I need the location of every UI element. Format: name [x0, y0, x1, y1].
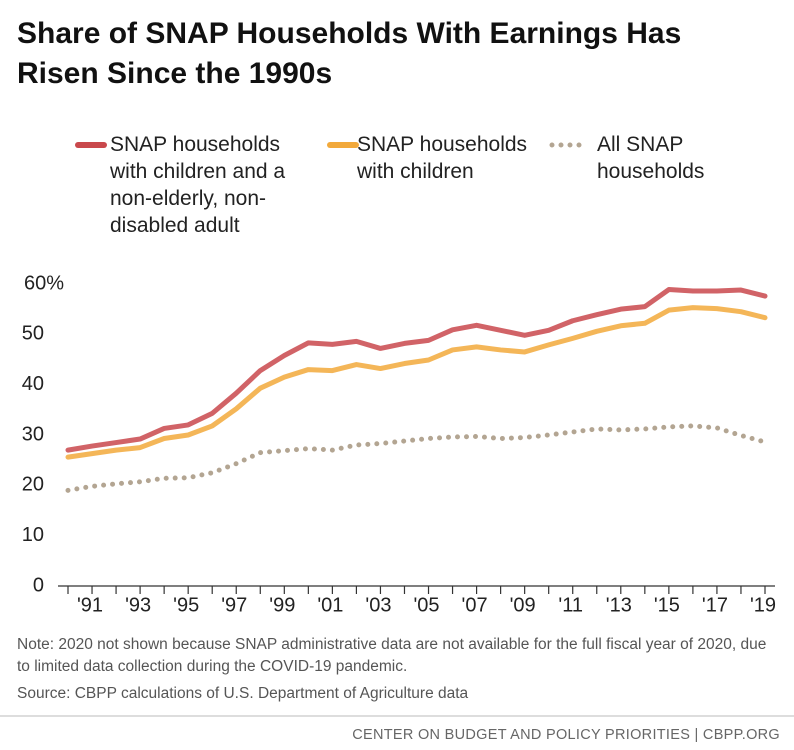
y-tick-label: 10	[22, 524, 44, 546]
x-tick-label: '15	[654, 594, 680, 616]
series-line	[65, 287, 768, 453]
legend-label: SNAP households with children and a non-…	[110, 133, 286, 237]
note: Note: 2020 not shown because SNAP admini…	[17, 636, 767, 675]
x-tick-label: '05	[413, 594, 439, 616]
x-tick-label: '93	[125, 594, 151, 616]
footer: CENTER ON BUDGET AND POLICY PRIORITIES |…	[352, 727, 780, 743]
x-tick-label: '19	[750, 594, 776, 616]
x-tick-label: '91	[77, 594, 103, 616]
series-line	[65, 423, 768, 493]
x-tick-label: '09	[510, 594, 536, 616]
chart-title: Share of SNAP Households With Earnings H…	[17, 17, 682, 90]
y-tick-label: 50	[22, 323, 44, 345]
x-tick-label: '07	[462, 594, 488, 616]
x-tick-label: '01	[317, 594, 343, 616]
source: Source: CBPP calculations of U.S. Depart…	[17, 685, 469, 702]
y-tick-label: 40	[22, 373, 44, 395]
y-tick-label: 20	[22, 474, 44, 496]
x-tick-label: '97	[221, 594, 247, 616]
x-tick-label: '03	[365, 594, 391, 616]
x-tick-label: '11	[558, 594, 583, 616]
x-tick-label: '13	[606, 594, 632, 616]
legend-label: SNAP households with children	[357, 133, 528, 183]
y-tick-label: 0	[33, 574, 44, 596]
x-tick-label: '95	[173, 594, 199, 616]
x-tick-label: '99	[269, 594, 295, 616]
x-tick-label: '17	[702, 594, 728, 616]
y-tick-label: 30	[22, 423, 44, 445]
series-line	[65, 305, 768, 460]
y-tick-label: 60%	[24, 272, 64, 294]
legend-label: All SNAP households	[597, 133, 705, 183]
